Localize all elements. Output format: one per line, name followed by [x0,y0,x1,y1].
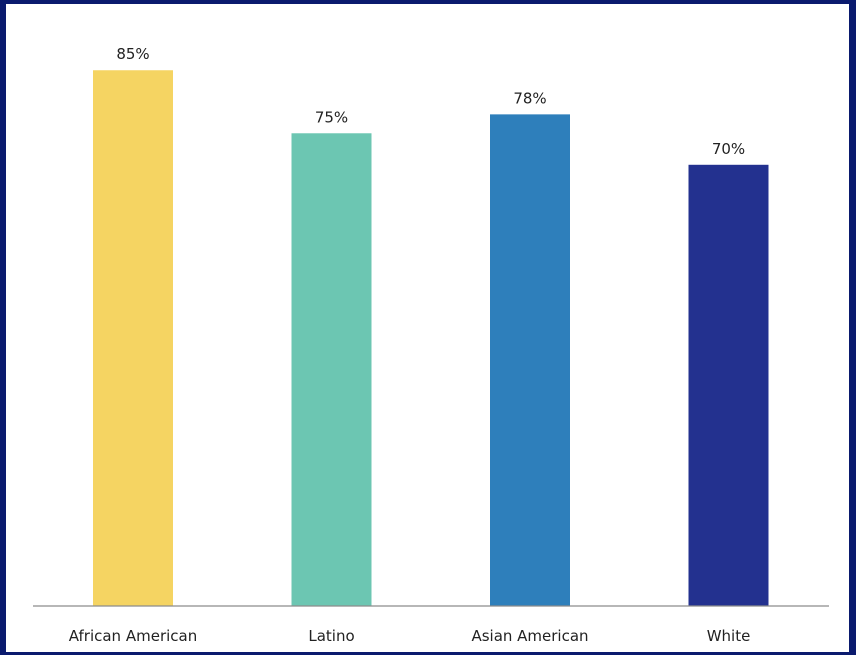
value-label-african-american: 85% [116,45,149,63]
bar-asian-american [490,114,570,606]
bar-white [688,164,769,607]
bar-african-american [93,70,173,607]
value-label-asian-american: 78% [513,89,546,107]
category-label-latino: Latino [308,627,354,645]
value-label-white: 70% [712,140,745,158]
category-label-african-american: African American [69,627,197,645]
value-label-latino: 75% [315,108,348,126]
labels-group: 85% African American 75% Latino 78% Asian Ame… [69,45,751,645]
bar-latino [291,133,372,606]
category-label-asian-american: Asian American [471,627,588,645]
category-label-white: White [707,627,751,645]
bars-group [93,70,769,607]
